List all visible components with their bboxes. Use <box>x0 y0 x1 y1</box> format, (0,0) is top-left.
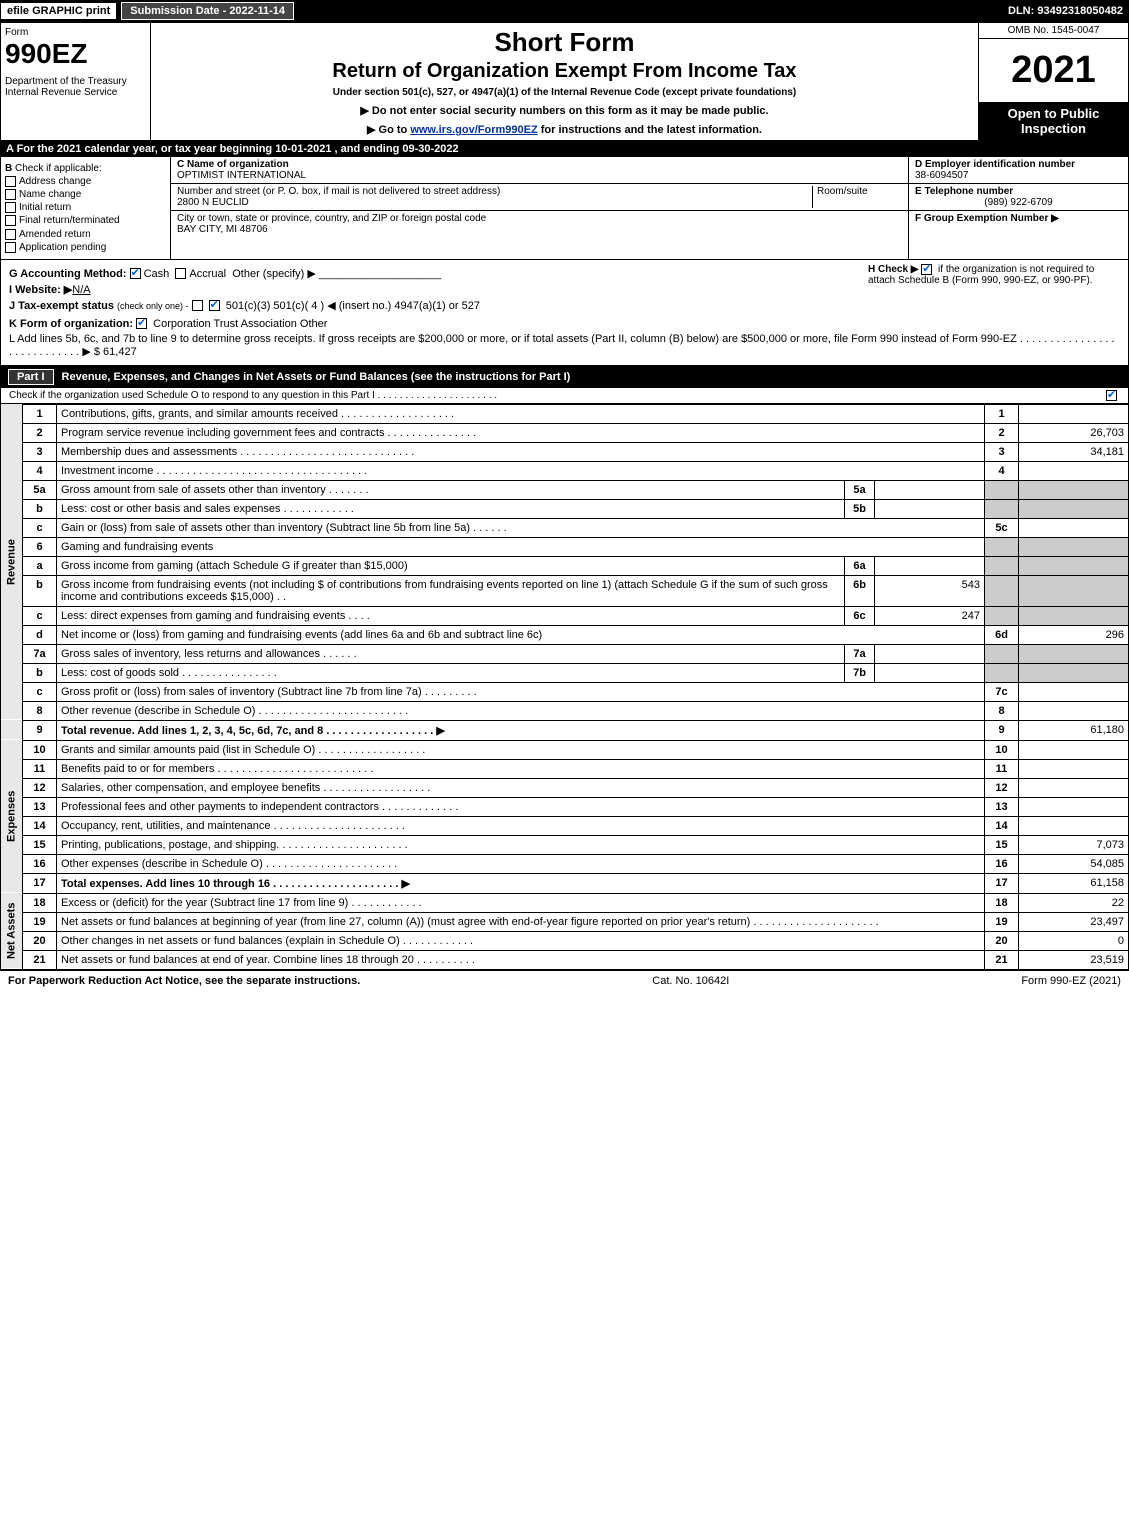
city-value: BAY CITY, MI 48706 <box>177 224 902 235</box>
footer-form-ref: Form 990-EZ (2021) <box>1021 975 1121 987</box>
meta-block: G Accounting Method: Cash Accrual Other … <box>0 260 1129 366</box>
room-suite-label: Room/suite <box>817 186 902 197</box>
subamount-5b <box>875 499 985 518</box>
website-value: N/A <box>72 284 90 296</box>
amount-line-13 <box>1019 797 1129 816</box>
part1-header: Part I Revenue, Expenses, and Changes in… <box>0 366 1129 388</box>
checkbox-initial-return[interactable] <box>5 202 16 213</box>
dln-label: DLN: 93492318050482 <box>1008 5 1129 17</box>
checkbox-name-change[interactable] <box>5 189 16 200</box>
checkbox-final-return[interactable] <box>5 215 16 226</box>
instructions-note: ▶ Go to www.irs.gov/Form990EZ for instru… <box>159 123 970 136</box>
row-a-tax-year: A For the 2021 calendar year, or tax yea… <box>0 141 1129 157</box>
checkbox-schedule-o[interactable] <box>1106 390 1117 401</box>
amount-line-14 <box>1019 816 1129 835</box>
group-exemption-label: F Group Exemption Number ▶ <box>915 213 1122 224</box>
part1-title: Revenue, Expenses, and Changes in Net As… <box>62 371 571 383</box>
section-netassets-label: Net Assets <box>1 893 23 969</box>
form-id-block: Form 990EZ Department of the Treasury In… <box>1 23 151 140</box>
form-header: Form 990EZ Department of the Treasury In… <box>0 22 1129 141</box>
form-subtitle: Under section 501(c), 527, or 4947(a)(1)… <box>159 87 970 98</box>
city-label: City or town, state or province, country… <box>177 213 902 224</box>
section-expenses-label: Expenses <box>1 740 23 893</box>
omb-number: OMB No. 1545-0047 <box>979 23 1128 39</box>
amount-line-15: 7,073 <box>1019 835 1129 854</box>
subamount-6c: 247 <box>875 606 985 625</box>
top-bar: efile GRAPHIC print Submission Date - 20… <box>0 0 1129 22</box>
form-meta-block: OMB No. 1545-0047 2021 Open to Public In… <box>978 23 1128 140</box>
line-k: K Form of organization: Corporation Trus… <box>9 318 1120 330</box>
amount-line-10 <box>1019 740 1129 759</box>
box-b: B Check if applicable: Address change Na… <box>1 157 171 259</box>
amount-line-3: 34,181 <box>1019 442 1129 461</box>
subamount-6a <box>875 556 985 575</box>
section-bcd: B Check if applicable: Address change Na… <box>0 157 1129 260</box>
checkbox-amended-return[interactable] <box>5 229 16 240</box>
section-revenue-label: Revenue <box>1 404 23 720</box>
amount-line-7c <box>1019 682 1129 701</box>
line-h: H Check ▶ if the organization is not req… <box>860 264 1120 315</box>
amount-line-20: 0 <box>1019 931 1129 950</box>
amount-line-6d: 296 <box>1019 625 1129 644</box>
amount-line-8 <box>1019 701 1129 720</box>
lines-table: Revenue 1 Contributions, gifts, grants, … <box>0 404 1129 970</box>
part1-check-o: Check if the organization used Schedule … <box>0 388 1129 404</box>
amount-line-21: 23,519 <box>1019 950 1129 969</box>
amount-line-2: 26,703 <box>1019 423 1129 442</box>
part1-label: Part I <box>8 369 54 385</box>
subamount-5a <box>875 480 985 499</box>
org-name-label: C Name of organization <box>177 159 902 170</box>
amount-line-4 <box>1019 461 1129 480</box>
checkbox-501c3[interactable] <box>192 300 203 311</box>
amount-line-17: 61,158 <box>1019 873 1129 893</box>
amount-line-9: 61,180 <box>1019 720 1129 740</box>
subamount-7b <box>875 663 985 682</box>
line-l: L Add lines 5b, 6c, and 7b to line 9 to … <box>9 333 1120 358</box>
checkbox-501c[interactable] <box>209 300 220 311</box>
form-title-block: Short Form Return of Organization Exempt… <box>151 23 978 140</box>
checkbox-cash[interactable] <box>130 268 141 279</box>
form-title: Return of Organization Exempt From Incom… <box>159 60 970 83</box>
checkbox-corporation[interactable] <box>136 318 147 329</box>
checkbox-address-change[interactable] <box>5 176 16 187</box>
department-label: Department of the Treasury Internal Reve… <box>5 76 146 98</box>
telephone-label: E Telephone number <box>915 186 1122 197</box>
form-number: 990EZ <box>5 38 146 70</box>
ein-label: D Employer identification number <box>915 159 1122 170</box>
amount-line-1 <box>1019 404 1129 423</box>
footer-left: For Paperwork Reduction Act Notice, see … <box>8 975 360 987</box>
street-label: Number and street (or P. O. box, if mail… <box>177 186 812 197</box>
subamount-6b: 543 <box>875 575 985 606</box>
org-name-value: OPTIMIST INTERNATIONAL <box>177 170 902 181</box>
footer-cat-no: Cat. No. 10642I <box>652 975 729 987</box>
line-g: G Accounting Method: Cash Accrual Other … <box>9 267 860 280</box>
short-form-label: Short Form <box>159 27 970 58</box>
submission-date: Submission Date - 2022-11-14 <box>121 2 294 20</box>
public-inspection-label: Open to Public Inspection <box>979 102 1128 140</box>
instructions-link[interactable]: www.irs.gov/Form990EZ <box>410 124 537 136</box>
subamount-7a <box>875 644 985 663</box>
checkbox-application-pending[interactable] <box>5 242 16 253</box>
checkbox-schedule-b[interactable] <box>921 264 932 275</box>
ein-value: 38-6094507 <box>915 170 1122 181</box>
amount-line-11 <box>1019 759 1129 778</box>
telephone-value: (989) 922-6709 <box>915 197 1122 208</box>
efile-label: efile GRAPHIC print <box>0 2 117 20</box>
amount-line-12 <box>1019 778 1129 797</box>
line-i: I Website: ▶N/A <box>9 283 860 296</box>
line-j: J Tax-exempt status (check only one) - 5… <box>9 299 860 312</box>
amount-line-16: 54,085 <box>1019 854 1129 873</box>
ssn-warning: ▶ Do not enter social security numbers o… <box>159 104 970 117</box>
box-def: D Employer identification number 38-6094… <box>908 157 1128 259</box>
page-footer: For Paperwork Reduction Act Notice, see … <box>0 970 1129 991</box>
amount-line-18: 22 <box>1019 893 1129 912</box>
box-c: C Name of organization OPTIMIST INTERNAT… <box>171 157 908 259</box>
tax-year: 2021 <box>979 39 1128 102</box>
amount-line-19: 23,497 <box>1019 912 1129 931</box>
checkbox-accrual[interactable] <box>175 268 186 279</box>
street-value: 2800 N EUCLID <box>177 197 812 208</box>
form-word: Form <box>5 27 146 38</box>
amount-line-5c <box>1019 518 1129 537</box>
